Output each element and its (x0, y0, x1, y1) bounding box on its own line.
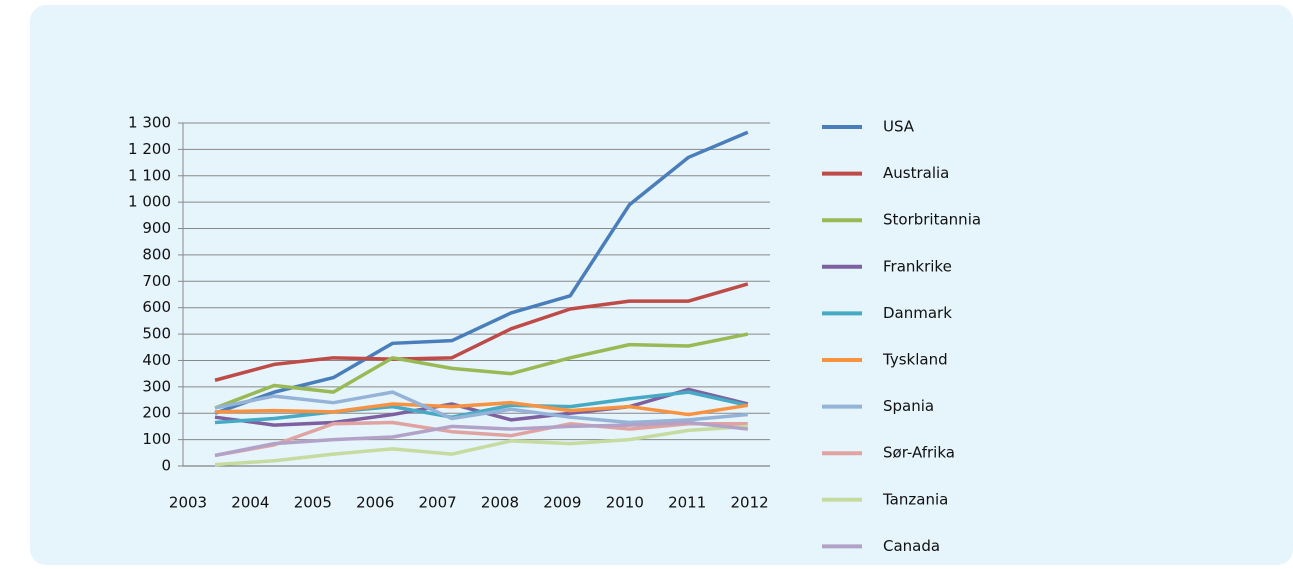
y-tick-label: 200 (142, 404, 171, 422)
x-tick-label: 2008 (481, 494, 519, 512)
y-tick-label: 800 (142, 245, 171, 263)
y-tick-label: 1 000 (128, 193, 171, 211)
y-tick-label: 1 200 (128, 140, 171, 158)
series-line (214, 332, 749, 410)
x-tick-label: 2004 (231, 494, 269, 512)
y-tick-label: 400 (142, 351, 171, 369)
legend-label: Tanzania (882, 490, 948, 508)
y-tick-label: 700 (142, 272, 171, 290)
legend-label: Spania (883, 397, 934, 415)
y-tick-label: 1 300 (128, 114, 171, 132)
legend-label: Storbritannia (883, 211, 981, 229)
legend-label: Danmark (883, 304, 952, 322)
y-tick-label: 1 100 (128, 166, 171, 184)
x-tick-label: 2005 (294, 494, 332, 512)
x-tick-label: 2010 (606, 494, 644, 512)
x-tick-label: 2006 (356, 494, 394, 512)
series-line (214, 420, 748, 458)
series-line (214, 390, 748, 425)
series-line (214, 390, 749, 425)
x-tick-label: 2011 (668, 494, 706, 512)
legend-label: Canada (883, 537, 940, 555)
y-tick-label: 500 (142, 325, 171, 343)
series-line (214, 400, 749, 417)
panel (30, 5, 1293, 565)
y-tick-label: 300 (142, 377, 171, 395)
series-line (214, 130, 749, 415)
legend-label: Australia (883, 164, 949, 182)
legend-label: Frankrike (883, 257, 952, 275)
x-tick-label: 2007 (419, 494, 457, 512)
legend-label: Sør-Afrika (883, 444, 955, 462)
y-tick-label: 900 (142, 219, 171, 237)
x-tick-label: 2012 (731, 494, 769, 512)
series-line (214, 282, 749, 382)
legend-label: Tyskland (882, 351, 948, 369)
x-tick-label: 2009 (543, 494, 581, 512)
y-tick-label: 0 (161, 457, 171, 475)
series-line (214, 420, 748, 458)
series-line (214, 424, 748, 467)
y-tick-label: 100 (142, 430, 171, 448)
y-tick-label: 600 (142, 298, 171, 316)
legend-label: USA (883, 118, 915, 136)
x-tick-label: 2003 (169, 494, 207, 512)
